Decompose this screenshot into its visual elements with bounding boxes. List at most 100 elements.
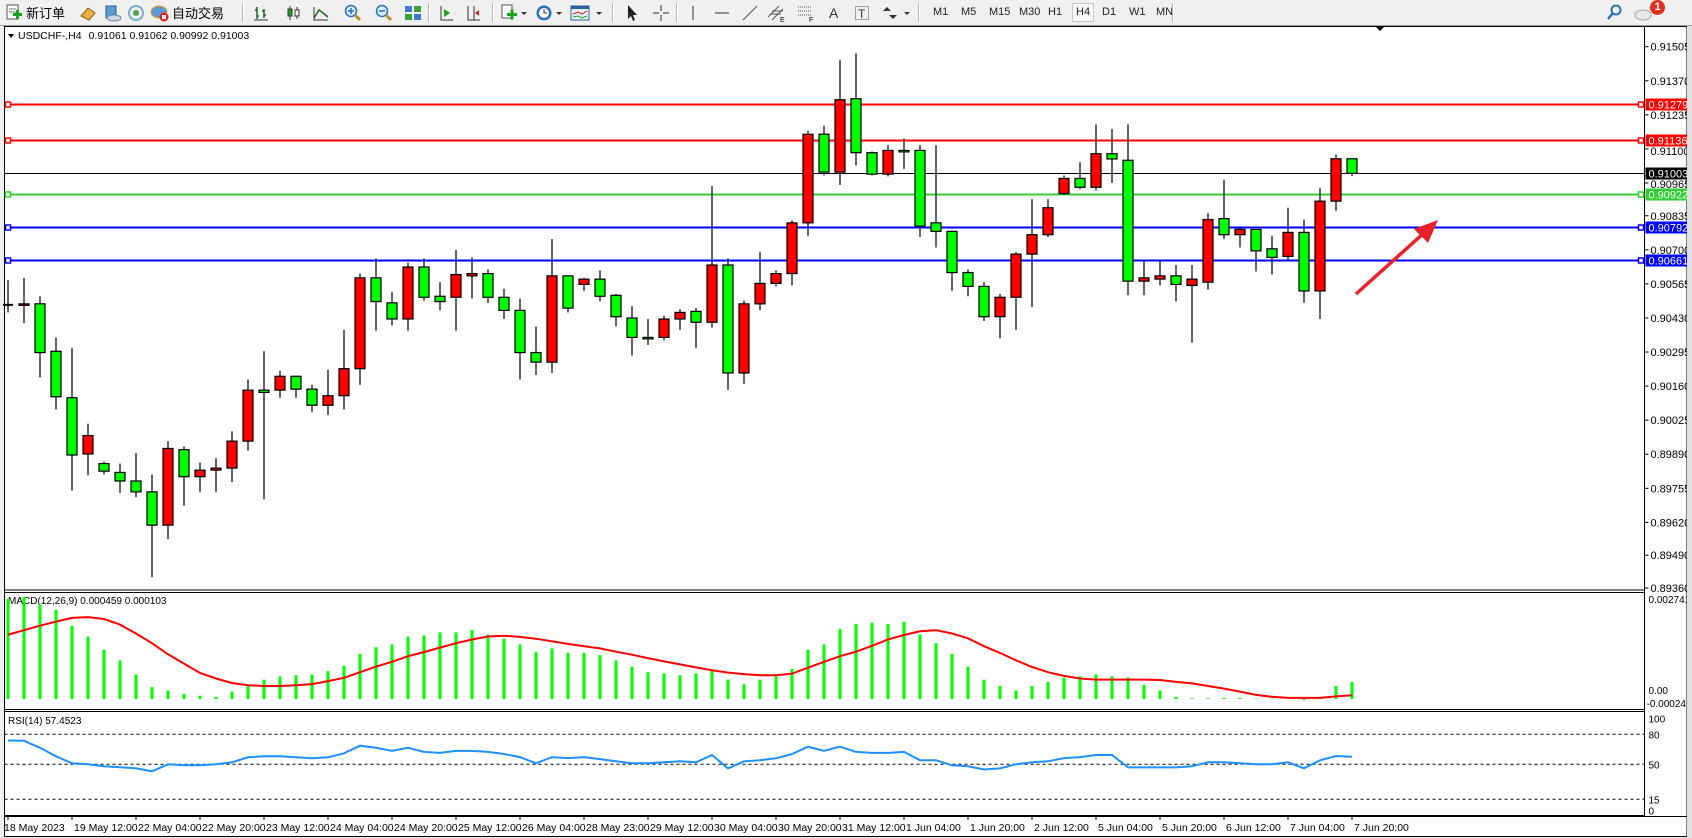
candle-body — [738, 303, 750, 374]
autoscroll-button[interactable] — [437, 3, 455, 22]
zoom-in-button[interactable] — [343, 3, 363, 22]
candle-body — [946, 230, 958, 274]
timeframe-h4-button[interactable]: H4 — [1072, 3, 1095, 22]
time-axis-label: 24 May 04:00 — [330, 822, 394, 834]
timeframe-h1-button[interactable]: H1 — [1048, 6, 1063, 18]
line-anchor-handle[interactable] — [4, 224, 12, 231]
candle-body — [146, 491, 158, 526]
time-axis-label: 7 Jun 04:00 — [1290, 822, 1345, 834]
arrows-button[interactable] — [880, 3, 912, 22]
equidistant-channel-button[interactable]: E — [767, 3, 787, 22]
line-anchor-handle[interactable] — [1637, 257, 1645, 264]
candle-body — [370, 277, 382, 303]
candlestick-button[interactable] — [284, 3, 302, 22]
candle-body — [1138, 277, 1150, 282]
timeframe-m15-button[interactable]: M15 — [989, 6, 1011, 18]
rsi-axis-label: 100 — [1649, 714, 1666, 725]
fibonacci-button[interactable]: F — [796, 3, 816, 22]
vertical-line-icon — [692, 5, 694, 20]
crosshair-icon — [653, 4, 669, 21]
candle — [34, 296, 46, 378]
line-anchor-handle[interactable] — [1637, 137, 1645, 144]
candle — [1154, 260, 1166, 286]
text-button[interactable]: A — [826, 3, 842, 22]
zoom-out-button[interactable] — [374, 3, 394, 22]
line-anchor-handle[interactable] — [4, 101, 12, 108]
candle-body — [130, 480, 142, 493]
candle-body — [466, 272, 478, 277]
candle-body — [594, 278, 606, 297]
line-chart-button[interactable] — [312, 3, 330, 22]
svg-text:A: A — [829, 5, 839, 21]
horizontal-line-button[interactable] — [713, 3, 731, 22]
price-axis-label: 0.90835 — [1651, 211, 1691, 223]
price-tag-label: 0.90922 — [1649, 190, 1689, 202]
rsi-axis-label: 0 — [1649, 806, 1655, 817]
tile-windows-icon — [405, 5, 421, 20]
candle-body — [882, 149, 894, 175]
candle — [322, 369, 334, 416]
candle-body — [578, 278, 590, 286]
new-order-button[interactable]: 新订单 — [4, 3, 65, 22]
text-icon: A — [829, 5, 839, 21]
candle-body — [706, 264, 718, 323]
cursor-button[interactable] — [624, 3, 640, 22]
candle-body — [546, 275, 558, 363]
candle — [1042, 199, 1054, 237]
candle — [226, 431, 238, 483]
candle — [802, 130, 814, 236]
signals-button[interactable] — [126, 3, 146, 22]
timeframe-m1-button[interactable]: M1 — [933, 6, 949, 18]
timeframe-m30-button[interactable]: M30 — [1019, 6, 1041, 18]
chat-button[interactable] — [1634, 3, 1656, 22]
candle — [1090, 124, 1102, 191]
candle — [1234, 227, 1246, 248]
price-axis-label: 0.91100 — [1651, 146, 1690, 158]
navigator-button[interactable] — [102, 3, 122, 22]
line-anchor-handle[interactable] — [4, 257, 12, 264]
line-anchor-handle[interactable] — [1637, 224, 1645, 231]
price-tag-label: 0.91279 — [1649, 100, 1689, 112]
auto-trading-label: 自动交易 — [172, 6, 225, 21]
periods-button[interactable] — [535, 3, 563, 22]
tile-windows-button[interactable] — [404, 3, 422, 22]
timeframe-d1-button[interactable]: D1 — [1102, 6, 1117, 18]
indicators-button[interactable] — [500, 3, 528, 22]
line-anchor-handle[interactable] — [4, 137, 12, 144]
timeframe-mn-button[interactable]: MN — [1156, 6, 1174, 18]
line-anchor-handle[interactable] — [1637, 101, 1645, 108]
vertical-line-button[interactable] — [686, 3, 700, 22]
search-button[interactable] — [1606, 3, 1622, 22]
line-anchor-handle[interactable] — [1637, 191, 1645, 198]
timeframe-m5-button[interactable]: M5 — [961, 6, 977, 18]
crosshair-button[interactable] — [652, 3, 670, 22]
chart-menu-triangle-icon[interactable] — [8, 34, 14, 38]
price-axis-label: 0.91505 — [1651, 42, 1691, 54]
candle — [1282, 207, 1294, 261]
price-tag — [1645, 134, 1691, 147]
chart-shift-marker-icon[interactable] — [1376, 27, 1384, 31]
time-axis-label: 31 May 12:00 — [842, 822, 906, 834]
text-label-button[interactable]: T — [854, 3, 870, 22]
candle-body — [1298, 231, 1310, 292]
candle-body — [802, 133, 814, 224]
templates-button[interactable] — [570, 3, 604, 22]
auto-trading-button[interactable]: 自动交易 — [150, 3, 224, 22]
candle — [498, 288, 510, 319]
bar-chart-button[interactable] — [252, 3, 270, 22]
candle-body — [1042, 207, 1054, 236]
market-watch-button[interactable] — [78, 3, 98, 22]
candle — [242, 379, 254, 451]
price-axis-label: 0.91370 — [1651, 76, 1691, 88]
candle-body — [1106, 153, 1118, 160]
candle — [674, 309, 686, 330]
timeframe-w1-button[interactable]: W1 — [1129, 6, 1146, 18]
line-anchor-handle[interactable] — [4, 191, 12, 198]
candle — [978, 282, 990, 322]
price-axis-label: 0.89360 — [1651, 583, 1691, 595]
rsi-label: RSI(14) 57.4523 — [8, 716, 82, 727]
chart-shift-button[interactable] — [464, 3, 482, 22]
trendline-button[interactable] — [741, 3, 759, 22]
macd-axis-label: 0.002741 — [1649, 595, 1691, 606]
